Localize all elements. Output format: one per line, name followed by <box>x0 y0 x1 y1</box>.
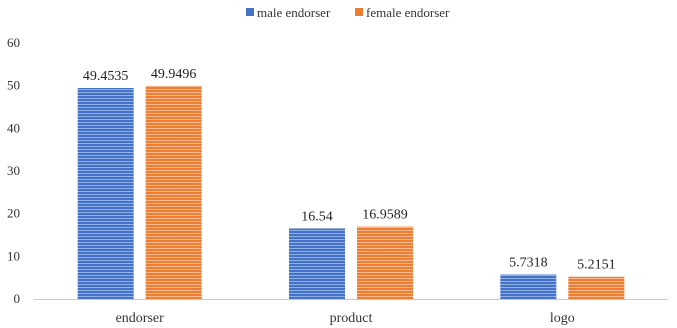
y-axis: 0 10 20 30 40 50 60 <box>7 35 20 306</box>
legend-swatch <box>246 8 254 16</box>
y-tick-label: 0 <box>14 291 21 306</box>
y-tick-label: 10 <box>7 248 20 263</box>
y-tick-label: 50 <box>7 78 20 93</box>
data-label: 49.4535 <box>83 69 129 84</box>
y-tick-label: 60 <box>7 35 20 50</box>
data-label: 49.9496 <box>151 67 197 82</box>
bar-male-product <box>289 228 345 299</box>
data-label: 16.54 <box>301 209 333 224</box>
data-label: 5.7318 <box>509 256 548 271</box>
legend-label: female endorser <box>366 5 450 20</box>
legend-swatch <box>355 8 363 16</box>
bar-male-endorser <box>77 87 134 299</box>
bar-female-product <box>357 226 413 299</box>
x-category-label: logo <box>550 311 575 326</box>
x-category-label: endorser <box>116 311 165 326</box>
data-label: 5.2151 <box>577 258 616 273</box>
bars <box>77 85 625 299</box>
data-label: 16.9589 <box>362 208 408 223</box>
data-labels: 49.4535 49.9496 16.54 16.9589 5.7318 5.2151 <box>83 67 616 273</box>
y-tick-label: 40 <box>7 120 20 135</box>
x-category-label: product <box>330 311 373 326</box>
legend: male endorser female endorser <box>246 5 450 20</box>
bar-female-endorser <box>145 85 202 299</box>
legend-label: male endorser <box>257 5 331 20</box>
bar-female-logo <box>568 276 625 299</box>
y-tick-label: 30 <box>7 163 20 178</box>
x-axis: endorser product logo <box>34 299 668 326</box>
y-tick-label: 20 <box>7 206 20 221</box>
bar-male-logo <box>500 274 557 299</box>
